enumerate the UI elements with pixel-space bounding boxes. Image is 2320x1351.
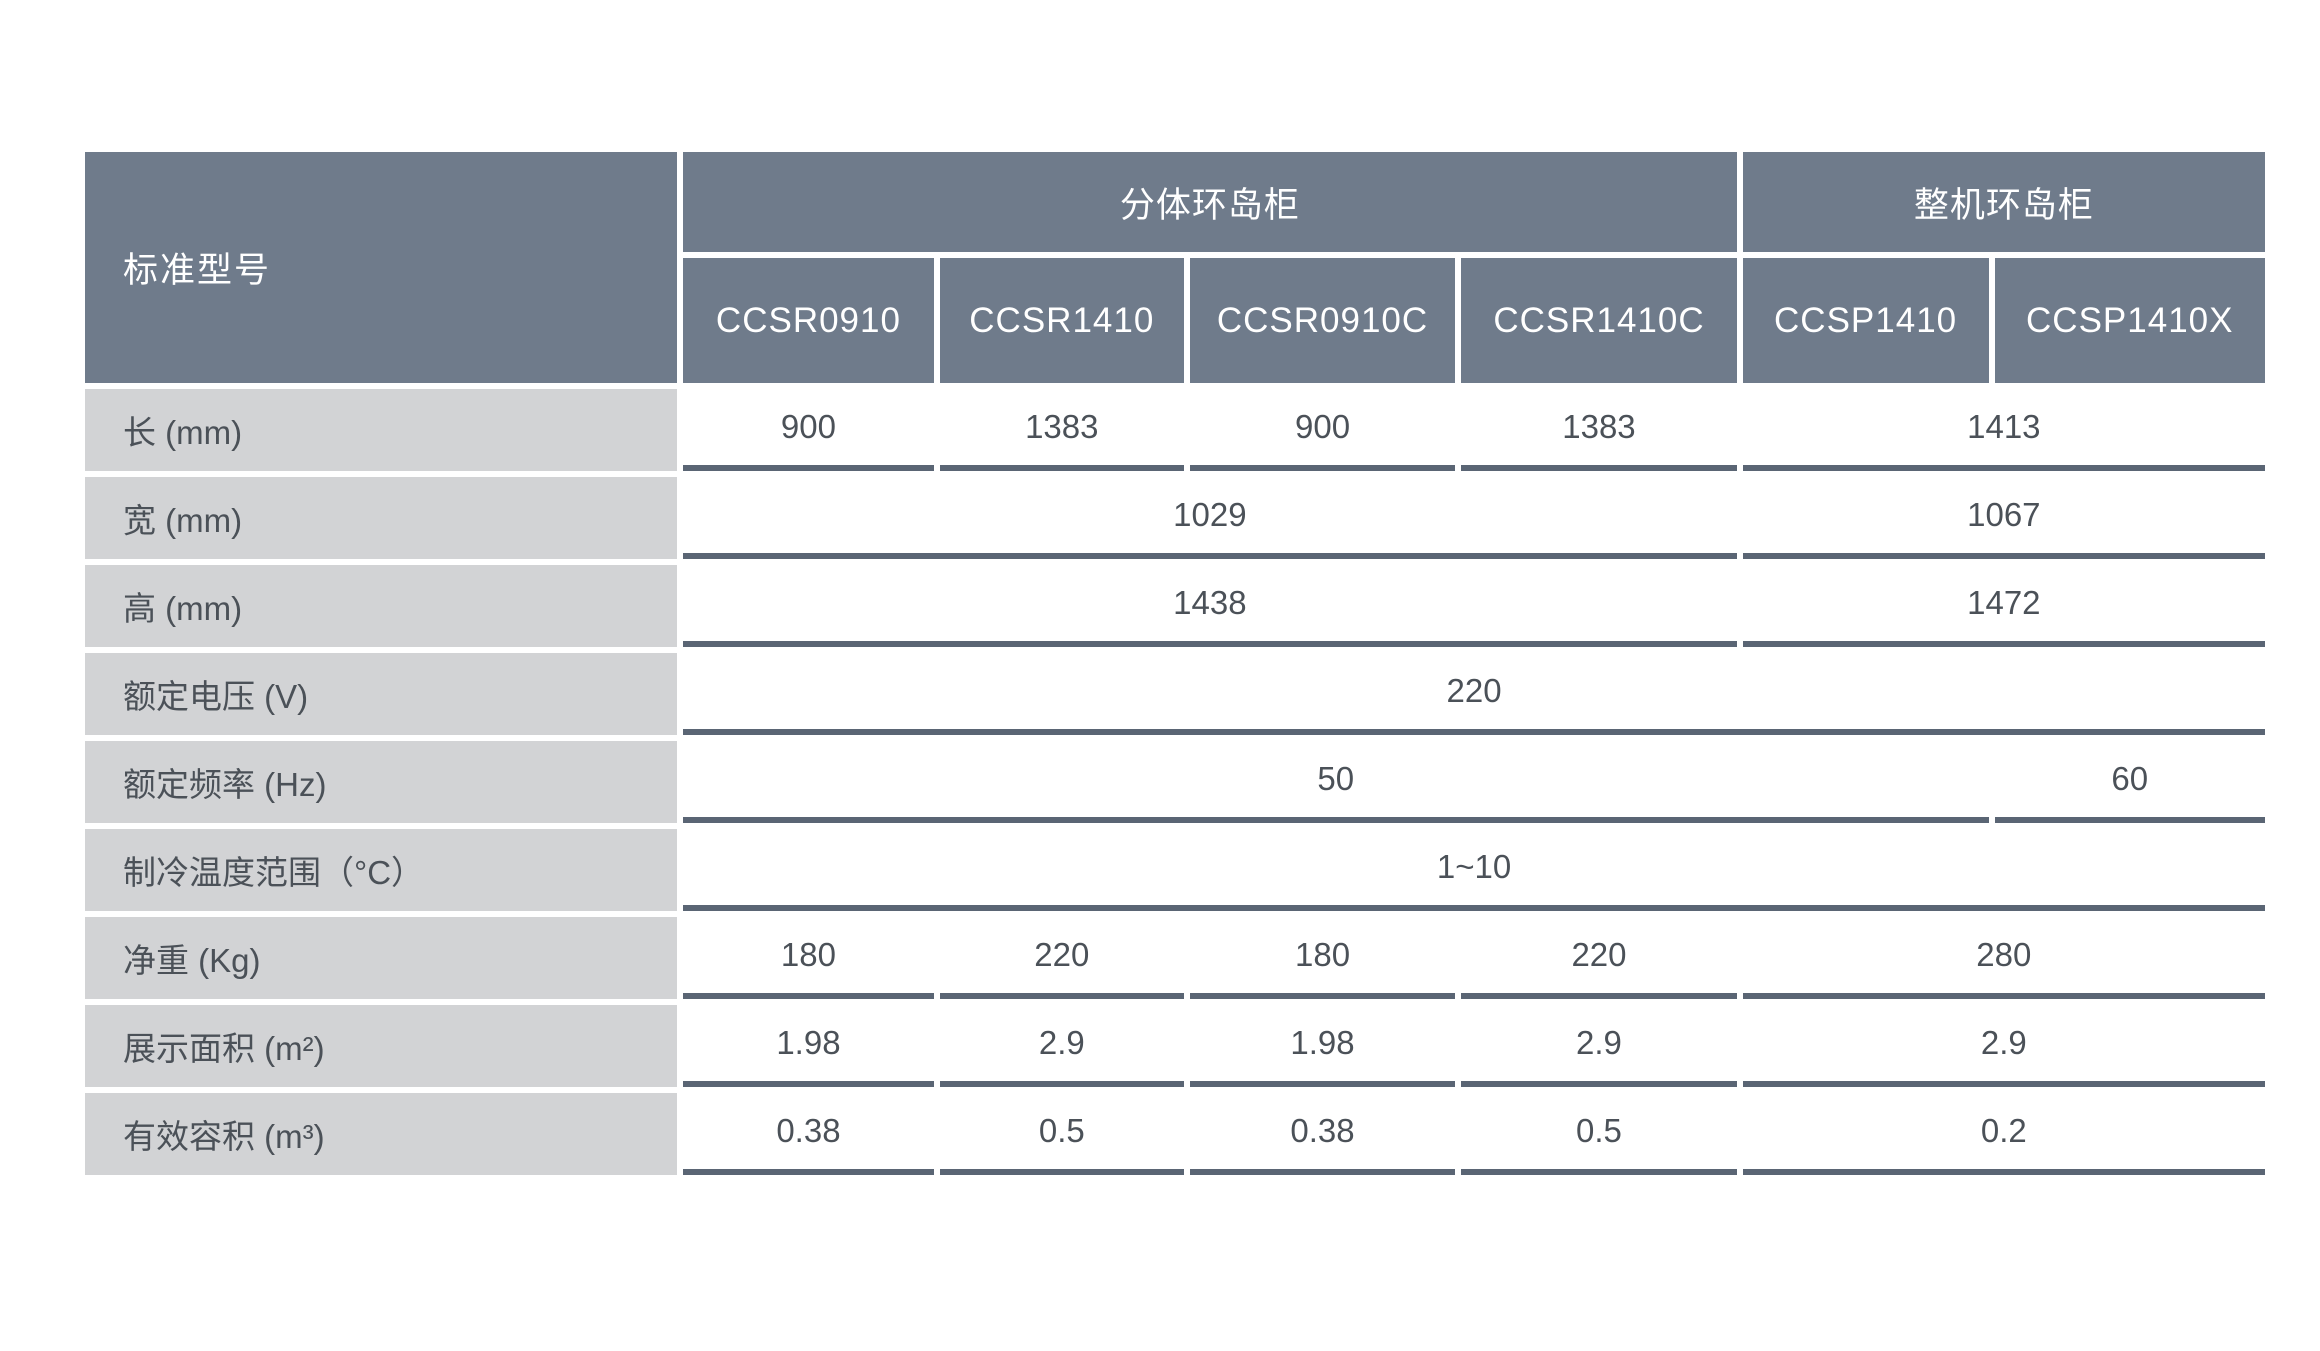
value-cell: 1067 — [1742, 477, 2265, 559]
value-cell: 2.9 — [1742, 1005, 2265, 1087]
value-cell: 60 — [1994, 741, 2265, 823]
value-cell: 1029 — [683, 477, 1737, 559]
value-cell: 2.9 — [1461, 1005, 1737, 1087]
group-header-whole-cabinet: 整机环岛柜 — [1742, 152, 2265, 252]
row-label-display-area: 展示面积 (m²) — [85, 1005, 678, 1087]
row-label-rated-voltage: 额定电压 (V) — [85, 653, 678, 735]
value-cell: 180 — [683, 917, 934, 999]
value-cell: 180 — [1189, 917, 1456, 999]
model-header-ccsr1410: CCSR1410 — [939, 258, 1184, 383]
value-cell: 1~10 — [683, 829, 2265, 911]
value-cell: 280 — [1742, 917, 2265, 999]
row-label-effective-volume: 有效容积 (m³) — [85, 1093, 678, 1175]
spec-table: 标准型号 分体环岛柜 整机环岛柜 CCSR0910 CCSR1410 CCSR0… — [85, 152, 2265, 1175]
model-header-ccsr0910: CCSR0910 — [683, 258, 934, 383]
value-cell: 1438 — [683, 565, 1737, 647]
value-cell: 1.98 — [683, 1005, 934, 1087]
value-cell: 1.98 — [1189, 1005, 1456, 1087]
model-header-ccsr0910c: CCSR0910C — [1189, 258, 1456, 383]
row-label-length: 长 (mm) — [85, 389, 678, 471]
value-cell: 900 — [1189, 389, 1456, 471]
row-label-temp-range: 制冷温度范围（°C） — [85, 829, 678, 911]
model-header-ccsr1410c: CCSR1410C — [1461, 258, 1737, 383]
value-cell: 1413 — [1742, 389, 2265, 471]
value-cell: 0.5 — [939, 1093, 1184, 1175]
group-header-split-cabinet: 分体环岛柜 — [683, 152, 1737, 252]
value-cell: 0.5 — [1461, 1093, 1737, 1175]
row-label-height: 高 (mm) — [85, 565, 678, 647]
value-cell: 2.9 — [939, 1005, 1184, 1087]
value-cell: 220 — [683, 653, 2265, 735]
corner-header-cell: 标准型号 — [85, 152, 678, 383]
value-cell: 1383 — [1461, 389, 1737, 471]
model-header-ccsp1410x: CCSP1410X — [1994, 258, 2265, 383]
value-cell: 1383 — [939, 389, 1184, 471]
model-header-ccsp1410: CCSP1410 — [1742, 258, 1989, 383]
row-label-net-weight: 净重 (Kg) — [85, 917, 678, 999]
value-cell: 220 — [1461, 917, 1737, 999]
value-cell: 0.38 — [683, 1093, 934, 1175]
value-cell: 50 — [683, 741, 1989, 823]
value-cell: 220 — [939, 917, 1184, 999]
value-cell: 0.2 — [1742, 1093, 2265, 1175]
row-label-width: 宽 (mm) — [85, 477, 678, 559]
value-cell: 900 — [683, 389, 934, 471]
value-cell: 0.38 — [1189, 1093, 1456, 1175]
row-label-rated-frequency: 额定频率 (Hz) — [85, 741, 678, 823]
value-cell: 1472 — [1742, 565, 2265, 647]
